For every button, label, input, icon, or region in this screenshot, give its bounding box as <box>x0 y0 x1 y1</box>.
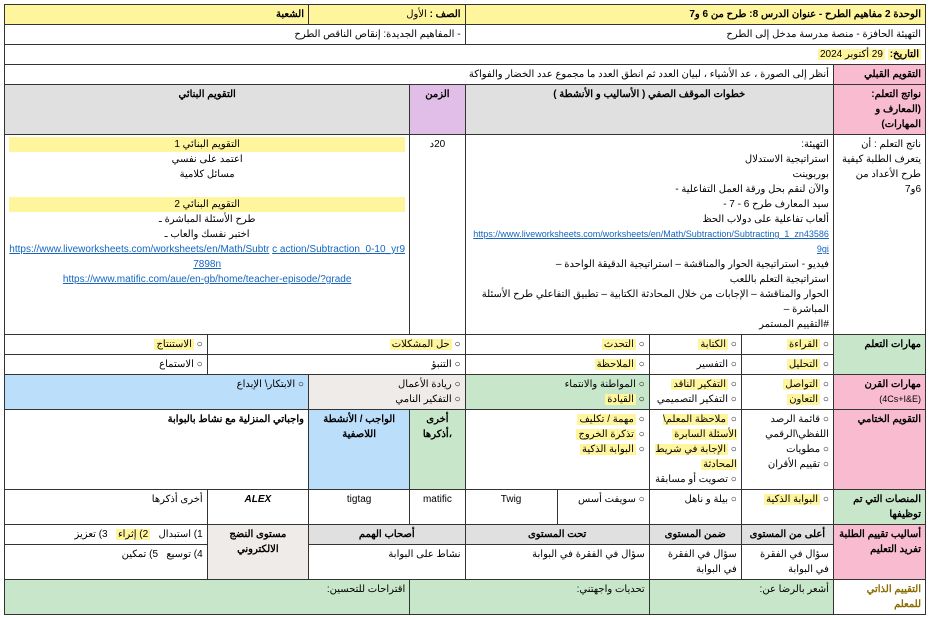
plat-5: matific <box>410 490 465 525</box>
skill-5: ○ الاستنتاج <box>5 335 208 355</box>
build-cell: التقويم البنائي 1 اعتمد على نفسي مسائل ك… <box>5 135 410 335</box>
step-b4: سيد المعارف طرح 6 - 7 - <box>470 197 829 212</box>
unit-title: الوحدة 2 مفاهيم الطرح - عنوان الدرس 8: ط… <box>465 5 925 25</box>
diff-h5: مستوى النضج الالكتروني <box>207 525 308 580</box>
plat-4: Twig <box>465 490 557 525</box>
pre-text: أنظر إلى الصورة ، عد الأشياء ، لبيان الع… <box>5 65 834 85</box>
skill2-4: ○ التنبؤ <box>207 355 465 375</box>
concepts-label: - المفاهيم الجديدة: <box>383 29 460 40</box>
step-b8: الحوار والمناقشة – الإجابات من خلال المح… <box>470 287 829 317</box>
platforms-label: المنصات التي تم توظيفها <box>833 490 925 525</box>
self-a: أشعر بالرضا عن: <box>649 580 833 615</box>
final-d: أخرى ،أذكرها <box>410 410 465 490</box>
date-row: التاريخ: 29 أكتوبر 2024 <box>5 45 926 65</box>
step-b9: #التقييم المستمر <box>470 317 829 332</box>
time-header: الزمن <box>410 85 465 135</box>
final-b: ○ ملاحظة المعلم\ الأسئلة السابرة ○ الإجا… <box>649 410 741 490</box>
grade-value: الأول <box>406 9 427 20</box>
diff-h1: أعلى من المستوى <box>741 525 833 545</box>
skill-2: ○ الكتابة <box>649 335 741 355</box>
diff-v4: نشاط على البوابة <box>308 545 465 580</box>
final-a: ○ قائمة الرصد اللفظي\الرقمي ○ مطويات ○ ت… <box>741 410 833 490</box>
self-c: اقتراحات للتحسين: <box>5 580 410 615</box>
diff-v3: سؤال في الفقرة في البوابة <box>465 545 649 580</box>
skill-1: ○ القراءة <box>741 335 833 355</box>
step-b6: فيديو - استراتيجية الحوار والمناقشة – اس… <box>470 257 829 272</box>
skill2-3: ○ الملاحظة <box>465 355 649 375</box>
plat-2: ○ بيلة و ناهل <box>649 490 741 525</box>
diff-nums-1: 1) استبدال 2) إثراء 3) تعزيز <box>5 525 208 545</box>
step-b1: استراتيجية الاستدلال <box>470 152 829 167</box>
build-link2[interactable]: https://www.liveworksheets.com/worksheet… <box>9 244 269 255</box>
diff-v2: سؤال في الفقرة في البوابة <box>649 545 741 580</box>
step-b5: ألعاب تفاعلية على دولاب الحظ <box>470 212 829 227</box>
concepts-value: إنقاص الناقص الطرح <box>294 29 380 40</box>
date-value: 29 أكتوبر 2024 <box>818 49 885 60</box>
century-c5: ○ الابتكار\ الإبداع <box>5 375 309 410</box>
steps-intro: التهيئة: <box>470 137 829 152</box>
step-b3: والآن لنقم بحل ورقة العمل التفاعلية - <box>470 182 829 197</box>
diff-nums-2: 4) توسيع 5) تمكين <box>5 545 208 580</box>
final-c: ○ مهمة / تكليف ○ تذكرة الخروج ○ البوابة … <box>465 410 649 490</box>
motivation-cell: التهيئة الحافزة - منصة مدرسة مدخل إلى ال… <box>465 25 925 45</box>
skills-label: مهارات التعلم <box>833 335 925 375</box>
skill-3: ○ التحدث <box>465 335 649 355</box>
build-t1: التقويم البنائي 1 <box>9 137 405 152</box>
diff-h4: أصحاب الهمم <box>308 525 465 545</box>
plat-3: ○ سويفت أسس <box>557 490 649 525</box>
final-label: التقويم الختامي <box>833 410 925 490</box>
century-label: مهارات القرن (4Cs+I&E) <box>833 375 925 410</box>
plat-6: tigtag <box>308 490 409 525</box>
final-e-text: واجباتي المنزلية مع نشاط بالبوابة <box>5 410 309 490</box>
outcomes-cell: ناتج التعلم : أن يتعرف الطلبة كيفية طرح … <box>833 135 925 335</box>
concepts-cell: - المفاهيم الجديدة: إنقاص الناقص الطرح <box>5 25 466 45</box>
diff-h3: تحت المستوى <box>465 525 649 545</box>
outcome-line: ناتج التعلم : أن يتعرف الطلبة كيفية طرح … <box>838 137 921 197</box>
century-c3: ○ المواطنة والانتماء ○ القيادة <box>465 375 649 410</box>
diff-h2: ضمن المستوى <box>649 525 741 545</box>
self-label: التقييم الذاتي للمعلم <box>833 580 925 615</box>
date-label: التاريخ: <box>888 49 921 60</box>
century-c2: ○ التفكير الناقد ○ التفكير التصميمي <box>649 375 741 410</box>
steps-header: خطوات الموقف الصفي ( الأساليب و الأنشطة … <box>465 85 833 135</box>
final-e-label: الواجب / الأنشطة اللاصفية <box>308 410 409 490</box>
build-t1a: اعتمد على نفسي <box>9 152 405 167</box>
century-c1: ○ التواصل ○ التعاون <box>741 375 833 410</box>
build-t2: التقويم البنائي 2 <box>9 197 405 212</box>
section-cell: الشعبة <box>5 5 309 25</box>
diff-v1: سؤال في الفقرة في البوابة <box>741 545 833 580</box>
grade-label: الصف : <box>430 9 461 20</box>
step-link1[interactable]: https://www.liveworksheets.com/worksheet… <box>473 229 829 254</box>
step-b7: استراتيجية التعلم باللعب <box>470 272 829 287</box>
plat-8: أخرى أذكرها <box>5 490 208 525</box>
build-t1b: مسائل كلامية <box>9 167 405 182</box>
lesson-plan-table: الوحدة 2 مفاهيم الطرح - عنوان الدرس 8: ط… <box>4 4 926 615</box>
century-c4: ○ ريادة الأعمال ○ التفكير النامي <box>308 375 465 410</box>
build-header: التقويم البنائي <box>5 85 410 135</box>
time-cell: 20د <box>410 135 465 335</box>
build-t2b: اختبر نفسك والعاب ـ <box>9 227 405 242</box>
step-b2: بوربوينت <box>470 167 829 182</box>
skill2-1: ○ التحليل <box>741 355 833 375</box>
build-link3[interactable]: https://www.matific.com/aue/en-gb/home/t… <box>63 274 352 285</box>
skill-4: ○ حل المشكلات <box>207 335 465 355</box>
plat-1: ○ البوابة الذكية <box>741 490 833 525</box>
skill2-2: ○ التفسير <box>649 355 741 375</box>
self-b: تحديات واجهتني: <box>410 580 649 615</box>
skill2-5: ○ الاستماع <box>5 355 208 375</box>
build-t2a: طرح الأسئلة المباشرة ـ <box>9 212 405 227</box>
pre-label: التقويم القبلي <box>833 65 925 85</box>
plat-7: ALEX <box>207 490 308 525</box>
grade-cell: الصف : الأول <box>308 5 465 25</box>
steps-cell: التهيئة: استراتيجية الاستدلال بوربوينت و… <box>465 135 833 335</box>
diff-label: أساليب تقييم الطلبة تفريد التعليم <box>833 525 925 580</box>
outcomes-header: نواتج التعلم: (المعارف و المهارات) <box>833 85 925 135</box>
